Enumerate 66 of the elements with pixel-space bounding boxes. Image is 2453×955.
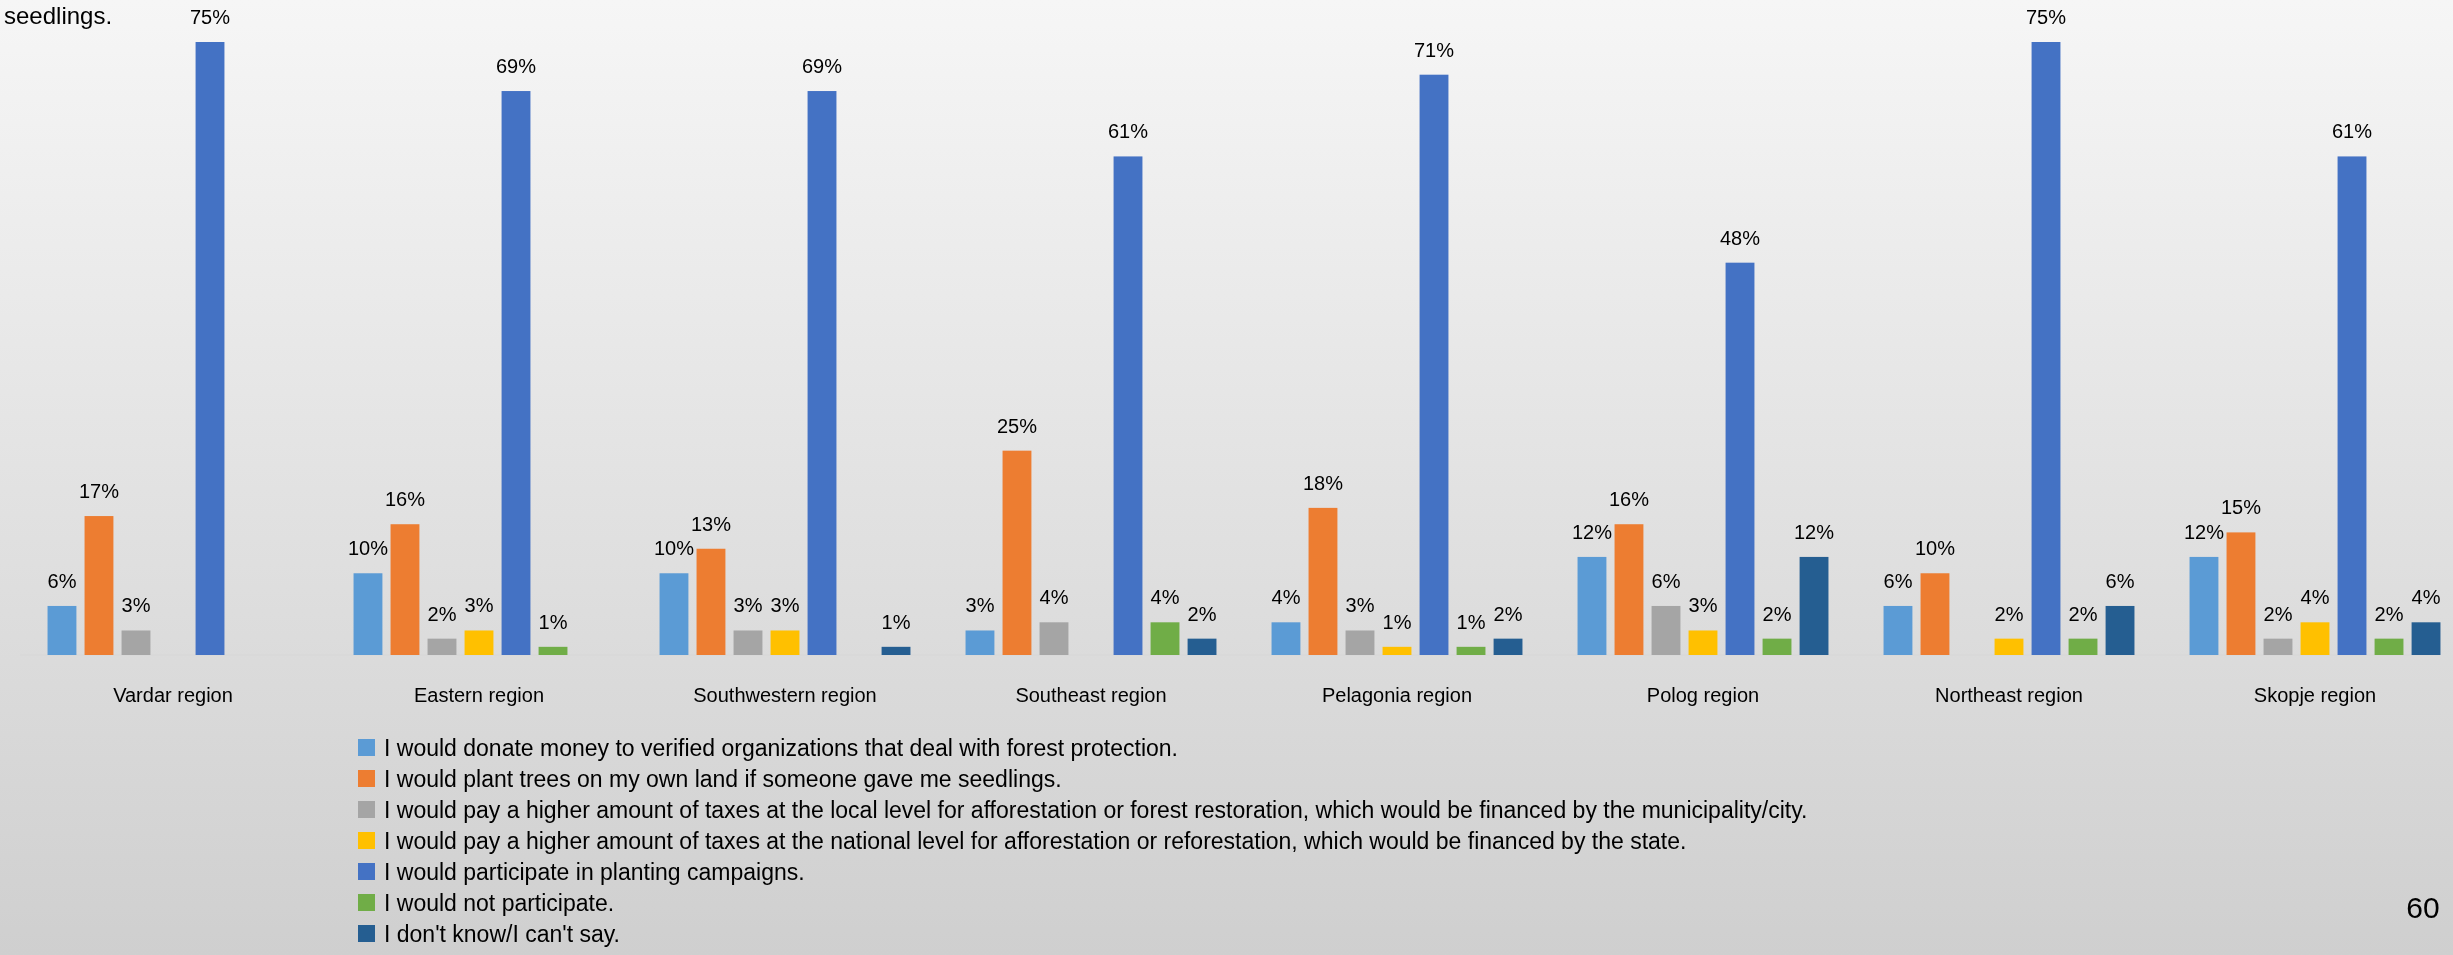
data-label: 4% bbox=[1039, 586, 1069, 609]
data-label: 6% bbox=[47, 569, 77, 592]
data-label: 3% bbox=[1345, 594, 1375, 617]
data-label: 2% bbox=[2374, 602, 2404, 625]
data-label: 10% bbox=[347, 537, 389, 560]
chart-title: seedlings. bbox=[4, 2, 113, 29]
data-label: 16% bbox=[1608, 488, 1650, 511]
data-label: 6% bbox=[1883, 569, 1913, 592]
text: 60 bbox=[2406, 891, 2440, 924]
data-label: 2% bbox=[1187, 602, 1217, 625]
data-label: 75% bbox=[2025, 6, 2067, 28]
data-label: 1% bbox=[881, 610, 911, 633]
data-label: 1% bbox=[1382, 610, 1412, 633]
data-label: 3% bbox=[121, 594, 151, 617]
data-label: 12% bbox=[1571, 520, 1613, 543]
legend-label: I would participate in planting campaigns. bbox=[384, 859, 805, 885]
data-label: 6% bbox=[1651, 569, 1681, 592]
data-label: 48% bbox=[1719, 226, 1761, 249]
x-tick-label: Polog region bbox=[1646, 684, 1760, 706]
x-tick-label: Southeast region bbox=[1015, 684, 1167, 706]
data-label: 3% bbox=[733, 594, 763, 617]
legend-label: I would pay a higher amount of taxes at the local level for afforestation or forest restoration, which would be financed by the municipality/city. bbox=[384, 797, 1808, 823]
legend-label: I don't know/I can't say. bbox=[384, 921, 620, 947]
data-label: 12% bbox=[1794, 520, 1835, 543]
data-label: 10% bbox=[653, 537, 695, 560]
data-label: 3% bbox=[464, 594, 494, 617]
data-label: 2% bbox=[2263, 602, 2293, 625]
data-label: 75% bbox=[189, 6, 231, 28]
data-label: 2% bbox=[427, 602, 457, 625]
data-label: 16% bbox=[384, 488, 426, 511]
legend-label: I would not participate. bbox=[384, 890, 615, 916]
x-tick-label: Skopje region bbox=[2253, 684, 2377, 706]
x-tick-label: Vardar region bbox=[113, 684, 233, 706]
data-label: 10% bbox=[1914, 537, 1956, 560]
data-label: 2% bbox=[1762, 602, 1792, 625]
data-label: 4% bbox=[1150, 586, 1180, 609]
data-label: 3% bbox=[1688, 594, 1718, 617]
data-label: 69% bbox=[801, 55, 843, 78]
x-tick-label: Northeast region bbox=[1935, 684, 2083, 706]
data-label: 2% bbox=[2068, 602, 2098, 625]
data-label: 1% bbox=[1456, 610, 1486, 633]
data-label: 4% bbox=[1271, 586, 1301, 609]
data-label: 3% bbox=[965, 594, 995, 617]
x-tick-label: Pelagonia region bbox=[1321, 684, 1473, 706]
data-label: 1% bbox=[538, 610, 568, 633]
data-label: 6% bbox=[2105, 569, 2135, 592]
data-label: 13% bbox=[690, 512, 732, 535]
data-label: 61% bbox=[2331, 120, 2373, 143]
data-label: 12% bbox=[2183, 520, 2225, 543]
x-tick-label: Eastern region bbox=[413, 684, 545, 706]
legend-label: I would donate money to verified organizations that deal with forest protection. bbox=[384, 735, 1178, 761]
x-tick-label: Southwestern region bbox=[693, 684, 877, 706]
data-label: 71% bbox=[1413, 38, 1455, 61]
data-label: 18% bbox=[1302, 471, 1344, 494]
legend-label: I would plant trees on my own land if someone gave me seedlings. bbox=[384, 766, 1062, 792]
data-label: 2% bbox=[1493, 602, 1523, 625]
data-label: 61% bbox=[1107, 120, 1149, 143]
legend-label: I would pay a higher amount of taxes at the national level for afforestation or reforestation, which would be financed by the state. bbox=[384, 828, 1687, 854]
data-label: 2% bbox=[1994, 602, 2024, 625]
data-label: 4% bbox=[2411, 586, 2441, 609]
data-label: 69% bbox=[495, 55, 537, 78]
data-label: 17% bbox=[78, 480, 120, 503]
data-label: 4% bbox=[2300, 586, 2330, 609]
data-label: 3% bbox=[770, 594, 800, 617]
data-label: 25% bbox=[996, 414, 1038, 437]
data-label: 15% bbox=[2220, 496, 2262, 519]
